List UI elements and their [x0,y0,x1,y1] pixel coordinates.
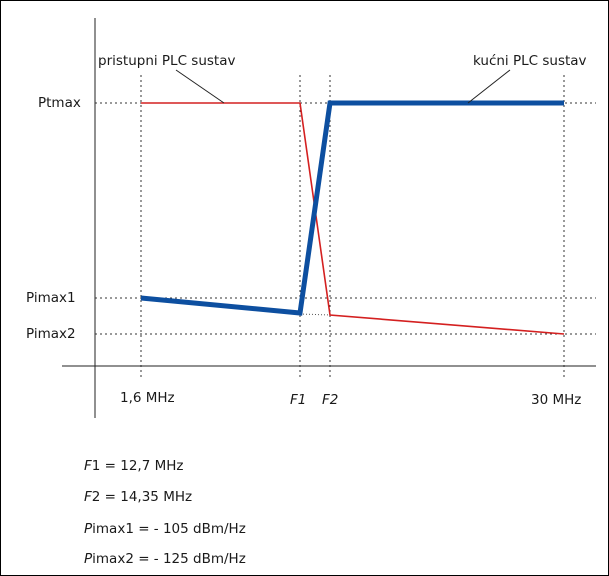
label-access-system: pristupni PLC sustav [98,53,236,69]
formula-pimax2: Pimax2 = - 125 dBm/Hz [84,551,246,567]
label-f1: F1 [290,392,307,408]
label-pimax2: Pimax2 [26,326,76,342]
label-home-system: kućni PLC sustav [473,53,587,69]
crossover-connector [299,313,331,316]
label-pimax1: Pimax1 [26,290,76,306]
label-f2: F2 [322,392,339,408]
label-x-end: 30 MHz [531,392,582,408]
label-ptmax: Ptmax [38,95,81,111]
formula-f2: F2 = 14,35 MHz [84,489,193,505]
formula-pimax1: Pimax1 = - 105 dBm/Hz [84,521,246,537]
label-x-start: 1,6 MHz [120,390,175,406]
home-leader-line [467,69,511,104]
formula-f1: F1 = 12,7 MHz [84,458,184,474]
access-leader-line [175,69,225,104]
access-system-line [141,102,565,335]
home-system-line [140,100,564,316]
